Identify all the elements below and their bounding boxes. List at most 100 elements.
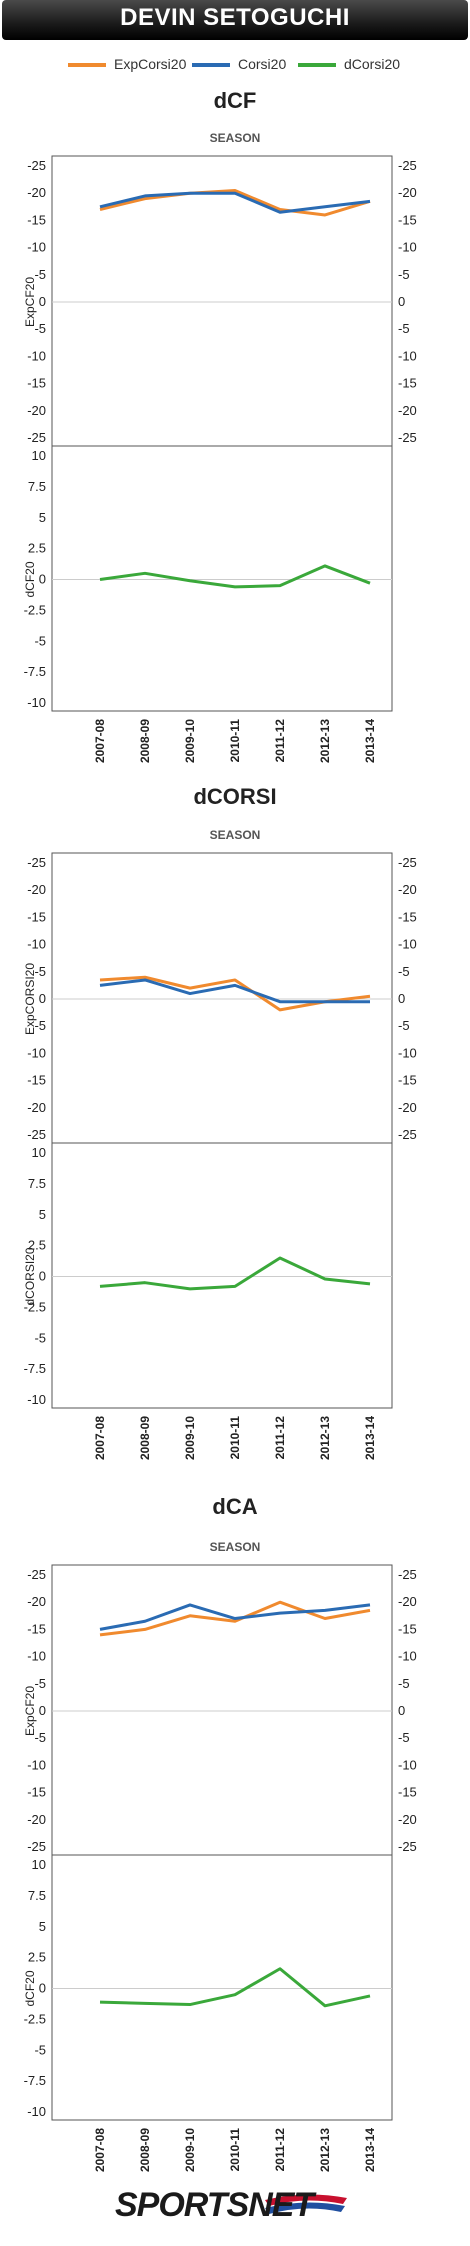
top-tick-label-right: -20 [398, 882, 417, 897]
bottom-tick-label-left: 5 [39, 510, 46, 525]
top-tick-label-left: -25 [27, 158, 46, 173]
bottom-axis-label: dCORSI20 [23, 1247, 37, 1305]
legend: ExpCorsi20 Corsi20 dCorsi20 [0, 54, 470, 74]
top-tick-label-right: -25 [398, 1567, 417, 1582]
top-tick-label-left: 0 [39, 294, 46, 309]
top-tick-label-left: -5 [34, 267, 46, 282]
top-tick-label-right: -20 [398, 1100, 417, 1115]
bottom-tick-label-left: -2.5 [24, 1299, 46, 1314]
top-tick-label-left: -5 [34, 1730, 46, 1745]
top-tick-label-left: -20 [27, 1100, 46, 1115]
legend-label-actual: Corsi20 [238, 56, 287, 72]
chart-subtitle-dcf: SEASON [209, 131, 261, 145]
top-tick-label-right: -5 [398, 321, 410, 336]
bottom-tick-label-left: 5 [39, 1919, 46, 1934]
chart-title-dca: dCA [212, 1494, 258, 1519]
top-tick-label-right: -5 [398, 1676, 410, 1691]
x-tick-label: 2013-14 [363, 719, 377, 763]
x-tick-label: 2012-13 [318, 2128, 332, 2172]
chart-dcf: -25 -25 -20 -20 -15 -15 -10 -10 -5 -5 0 0 -5 -5 -10 -10… [23, 155, 417, 763]
sportsnet-logo-text: SPORTSNET [115, 2186, 314, 2224]
top-tick-label-left: -10 [27, 1045, 46, 1060]
bottom-tick-label-left: 7.5 [28, 479, 46, 494]
bottom-tick-label-left: -10 [27, 1392, 46, 1407]
top-tick-label-right: -10 [398, 1045, 417, 1060]
chart-title-dcorsi: dCORSI [193, 784, 277, 809]
bottom-tick-label-left: -5 [34, 2042, 46, 2057]
chart-subtitle-dcorsi: SEASON [209, 828, 261, 842]
x-tick-label: 2010-11 [228, 1416, 242, 1460]
top-tick-label-left: -15 [27, 1073, 46, 1088]
legend-item-actual: Corsi20 [192, 54, 286, 74]
top-tick-label-right: -15 [398, 1621, 417, 1636]
x-tick-label: 2008-09 [138, 719, 152, 763]
top-tick-label-left: -25 [27, 1567, 46, 1582]
top-tick-label-left: -15 [27, 1785, 46, 1800]
top-tick-label-left: -10 [27, 1649, 46, 1664]
top-tick-label-left: 0 [39, 991, 46, 1006]
top-tick-label-right: -5 [398, 1018, 410, 1033]
top-tick-label-left: -15 [27, 1621, 46, 1636]
top-tick-label-right: -25 [398, 855, 417, 870]
top-tick-label-left: 0 [39, 1703, 46, 1718]
bottom-axis-label: dCF20 [23, 1970, 37, 2006]
top-tick-label-left: -15 [27, 909, 46, 924]
top-tick-label-left: -20 [27, 185, 46, 200]
top-axis-label: ExpCORSI20 [23, 963, 37, 1035]
plot-frame [51, 852, 393, 1409]
legend-swatch-actual [192, 63, 230, 68]
x-tick-label: 2009-10 [183, 1416, 197, 1460]
x-tick-label: 2012-13 [318, 1416, 332, 1460]
top-axis-label: ExpCF20 [23, 1686, 37, 1736]
top-tick-label-right: -15 [398, 376, 417, 391]
top-series-line [99, 1600, 371, 1637]
top-tick-label-left: -20 [27, 882, 46, 897]
top-tick-label-right: -20 [398, 403, 417, 418]
top-tick-label-right: -15 [398, 212, 417, 227]
player-name: DEVIN SETOGUCHI [120, 4, 350, 31]
bottom-tick-label-left: 2.5 [28, 541, 46, 556]
top-series-line [99, 975, 371, 1012]
top-tick-label-right: -10 [398, 348, 417, 363]
bottom-tick-label-left: 2.5 [28, 1950, 46, 1965]
top-tick-label-left: -5 [34, 321, 46, 336]
x-tick-label: 2010-11 [228, 719, 242, 763]
bottom-series-line [99, 564, 371, 589]
bottom-axis-label: dCF20 [23, 561, 37, 597]
sportsnet-logo-mark [265, 2194, 347, 2214]
top-tick-label-left: -20 [27, 403, 46, 418]
page-header: DEVIN SETOGUCHI [2, 0, 468, 40]
legend-label-exp: ExpCorsi20 [114, 56, 187, 72]
top-tick-label-right: -15 [398, 909, 417, 924]
top-tick-label-left: -25 [27, 430, 46, 445]
legend-item-exp: ExpCorsi20 [68, 54, 186, 74]
top-series-line [99, 978, 370, 1004]
plot-frame [51, 155, 393, 712]
top-tick-label-left: -10 [27, 240, 46, 255]
bottom-series-line [99, 1967, 371, 2008]
plot-frame [51, 1564, 393, 2121]
x-tick-label: 2013-14 [363, 2128, 377, 2172]
x-tick-label: 2009-10 [183, 719, 197, 763]
legend-swatch-diff [298, 63, 336, 68]
bottom-tick-label-left: 7.5 [28, 1888, 46, 1903]
x-tick-label: 2007-08 [93, 2128, 107, 2172]
x-tick-label: 2007-08 [93, 719, 107, 763]
top-tick-label-left: -5 [34, 1676, 46, 1691]
top-tick-label-right: -5 [398, 267, 410, 282]
bottom-tick-label-left: 5 [39, 1207, 46, 1222]
top-series-line [99, 188, 371, 217]
bottom-tick-label-left: -10 [27, 2104, 46, 2119]
x-tick-label: 2011-12 [273, 1416, 287, 1460]
top-tick-label-right: 0 [398, 294, 405, 309]
bottom-tick-label-left: -5 [34, 1330, 46, 1345]
bottom-tick-label-left: -7.5 [24, 664, 46, 679]
x-tick-label: 2010-11 [228, 2128, 242, 2172]
bottom-tick-label-left: -7.5 [24, 1361, 46, 1376]
top-series-line [99, 1603, 371, 1631]
top-tick-label-right: 0 [398, 991, 405, 1006]
bottom-tick-label-left: 10 [32, 448, 46, 463]
top-tick-label-right: -20 [398, 1594, 417, 1609]
x-tick-label: 2012-13 [318, 719, 332, 763]
bottom-tick-label-left: 10 [32, 1857, 46, 1872]
